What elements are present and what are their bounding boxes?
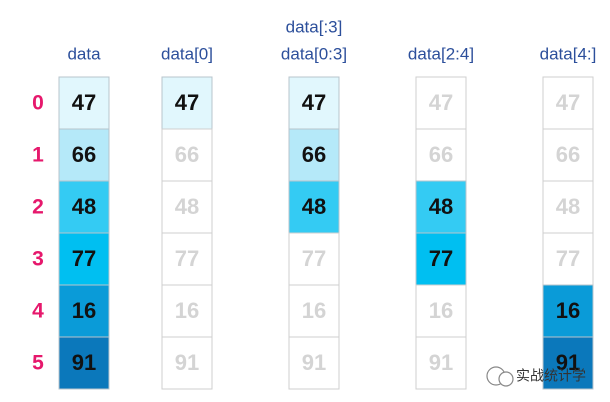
column-header: data[2:4] xyxy=(408,44,474,63)
cell xyxy=(415,232,467,286)
cell-value: 91 xyxy=(429,350,453,375)
row-index: 0 xyxy=(32,92,44,115)
column: data 47 66 48 77 16 91 xyxy=(58,44,110,390)
cell xyxy=(161,76,213,130)
cell-value: 77 xyxy=(556,246,580,271)
cell-value: 48 xyxy=(72,194,96,219)
cell-value: 47 xyxy=(302,90,326,115)
cell xyxy=(288,180,340,234)
cell xyxy=(542,232,594,286)
cell-value: 48 xyxy=(556,194,580,219)
column: data[:3] data[0:3] 47 66 48 77 16 91 xyxy=(281,17,347,390)
cell-value: 47 xyxy=(72,90,96,115)
cell xyxy=(542,336,594,390)
cell xyxy=(58,284,110,338)
cell-value: 77 xyxy=(429,246,453,271)
cell xyxy=(542,128,594,182)
cell xyxy=(288,76,340,130)
row-index: 4 xyxy=(32,300,44,323)
cell xyxy=(415,336,467,390)
cell-value: 16 xyxy=(175,298,199,323)
cell-value: 47 xyxy=(175,90,199,115)
row-index: 3 xyxy=(32,248,44,271)
cell-value: 16 xyxy=(72,298,96,323)
cell xyxy=(58,128,110,182)
watermark-icon xyxy=(498,371,514,387)
cell xyxy=(542,180,594,234)
cell-value: 66 xyxy=(556,142,580,167)
cell-value: 91 xyxy=(556,350,580,375)
cell xyxy=(288,232,340,286)
row-index: 5 xyxy=(32,352,44,375)
cell-value: 66 xyxy=(302,142,326,167)
column-header: data[4:] xyxy=(540,44,597,63)
cell-value: 77 xyxy=(72,246,96,271)
column-header: data[0:3] xyxy=(281,44,347,63)
row-index: 1 xyxy=(32,144,44,167)
cell xyxy=(161,232,213,286)
cell-value: 77 xyxy=(302,246,326,271)
column-header: data[:3] xyxy=(286,17,343,36)
cell-value: 48 xyxy=(302,194,326,219)
cell xyxy=(415,128,467,182)
cell-value: 91 xyxy=(302,350,326,375)
cell xyxy=(58,180,110,234)
cell-value: 91 xyxy=(175,350,199,375)
column: data[0] 47 66 48 77 16 91 xyxy=(161,44,213,390)
cell xyxy=(415,76,467,130)
cell xyxy=(161,336,213,390)
cell xyxy=(161,284,213,338)
cell xyxy=(58,232,110,286)
column: data[4:] 47 66 48 77 16 91 xyxy=(540,44,597,390)
cell xyxy=(58,336,110,390)
cell xyxy=(288,128,340,182)
cell-value: 16 xyxy=(429,298,453,323)
cell xyxy=(288,284,340,338)
cell-value: 91 xyxy=(72,350,96,375)
row-index: 2 xyxy=(32,196,44,219)
cell-value: 47 xyxy=(556,90,580,115)
cell xyxy=(415,180,467,234)
cell-value: 48 xyxy=(429,194,453,219)
watermark: 实战统计学 xyxy=(486,366,586,387)
cell-value: 66 xyxy=(429,142,453,167)
cell xyxy=(542,76,594,130)
cell-value: 66 xyxy=(175,142,199,167)
cell-value: 16 xyxy=(302,298,326,323)
cell xyxy=(161,128,213,182)
column-header: data[0] xyxy=(161,44,213,63)
cell xyxy=(288,336,340,390)
cell-value: 66 xyxy=(72,142,96,167)
cell-value: 48 xyxy=(175,194,199,219)
cell-value: 77 xyxy=(175,246,199,271)
column-header: data xyxy=(67,44,101,63)
cell-value: 16 xyxy=(556,298,580,323)
watermark-text: 实战统计学 xyxy=(516,368,586,384)
cell xyxy=(58,76,110,130)
cell-value: 47 xyxy=(429,90,453,115)
column: data[2:4] 47 66 48 77 16 91 xyxy=(408,44,474,390)
cell xyxy=(161,180,213,234)
